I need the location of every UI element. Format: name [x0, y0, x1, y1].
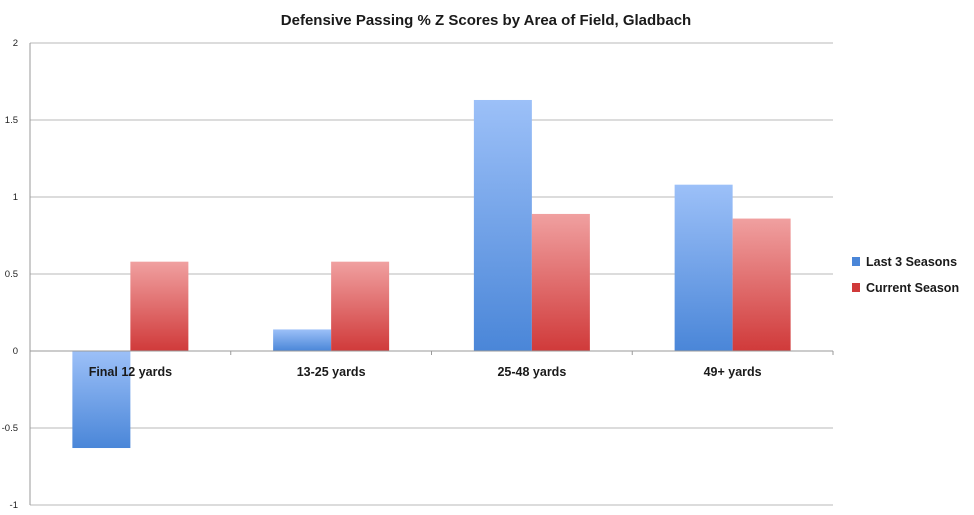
chart-title: Defensive Passing % Z Scores by Area of … [281, 12, 691, 29]
x-tick-label: 25-48 yards [497, 365, 566, 379]
bar-current-season [531, 213, 590, 351]
y-axis-ticks: 2 1.5 1 0.5 0 -0.5 -1 [2, 38, 18, 511]
bars [72, 99, 791, 449]
bar-last-3-seasons [273, 329, 332, 351]
bar-last-3-seasons [473, 99, 532, 351]
bar-last-3-seasons [674, 184, 733, 351]
x-tick-label: 13-25 yards [297, 365, 366, 379]
x-tick-label: Final 12 yards [89, 365, 172, 379]
legend: Last 3 Seasons Current Season [852, 255, 959, 295]
y-tick-label: -0.5 [2, 423, 18, 434]
bar-current-season [331, 261, 390, 351]
y-tick-label: -1 [10, 500, 18, 511]
legend-swatch [852, 257, 860, 266]
y-tick-label: 1.5 [5, 115, 18, 126]
bar-current-season [732, 218, 791, 351]
bar-last-3-seasons [72, 351, 131, 449]
legend-label: Last 3 Seasons [866, 255, 957, 269]
legend-label: Current Season [866, 281, 959, 295]
y-tick-label: 0.5 [5, 269, 18, 280]
y-tick-label: 1 [13, 192, 18, 203]
bar-current-season [130, 261, 189, 351]
legend-swatch [852, 283, 860, 292]
y-tick-label: 2 [13, 38, 18, 49]
x-axis [29, 43, 834, 505]
y-tick-label: 0 [13, 346, 18, 357]
x-tick-label: 49+ yards [704, 365, 762, 379]
x-axis-labels: Final 12 yards 13-25 yards 25-48 yards 49+ … [89, 365, 762, 379]
